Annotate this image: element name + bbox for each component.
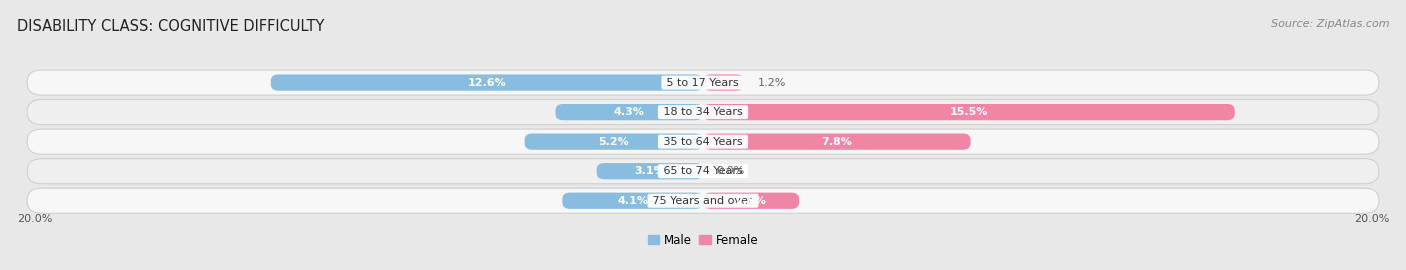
Text: DISABILITY CLASS: COGNITIVE DIFFICULTY: DISABILITY CLASS: COGNITIVE DIFFICULTY <box>17 19 325 34</box>
Text: 65 to 74 Years: 65 to 74 Years <box>659 166 747 176</box>
FancyBboxPatch shape <box>562 193 703 209</box>
FancyBboxPatch shape <box>555 104 703 120</box>
FancyBboxPatch shape <box>524 134 703 150</box>
Legend: Male, Female: Male, Female <box>648 234 758 247</box>
Text: 20.0%: 20.0% <box>1354 214 1389 224</box>
Text: 18 to 34 Years: 18 to 34 Years <box>659 107 747 117</box>
FancyBboxPatch shape <box>703 134 970 150</box>
FancyBboxPatch shape <box>703 104 1234 120</box>
FancyBboxPatch shape <box>27 159 1379 184</box>
FancyBboxPatch shape <box>271 75 703 91</box>
FancyBboxPatch shape <box>27 129 1379 154</box>
FancyBboxPatch shape <box>703 75 744 91</box>
Text: 3.1%: 3.1% <box>634 166 665 176</box>
Text: 2.8%: 2.8% <box>735 196 766 206</box>
FancyBboxPatch shape <box>596 163 703 179</box>
FancyBboxPatch shape <box>703 193 799 209</box>
Text: 35 to 64 Years: 35 to 64 Years <box>659 137 747 147</box>
Text: Source: ZipAtlas.com: Source: ZipAtlas.com <box>1271 19 1389 29</box>
Text: 12.6%: 12.6% <box>467 77 506 87</box>
Text: 0.0%: 0.0% <box>717 166 745 176</box>
Text: 20.0%: 20.0% <box>17 214 52 224</box>
Text: 4.1%: 4.1% <box>617 196 648 206</box>
Text: 75 Years and over: 75 Years and over <box>650 196 756 206</box>
Text: 5 to 17 Years: 5 to 17 Years <box>664 77 742 87</box>
FancyBboxPatch shape <box>27 70 1379 95</box>
FancyBboxPatch shape <box>27 100 1379 125</box>
Text: 4.3%: 4.3% <box>614 107 645 117</box>
Text: 1.2%: 1.2% <box>758 77 786 87</box>
Text: 5.2%: 5.2% <box>599 137 628 147</box>
Text: 7.8%: 7.8% <box>821 137 852 147</box>
Text: 15.5%: 15.5% <box>949 107 988 117</box>
FancyBboxPatch shape <box>27 188 1379 213</box>
